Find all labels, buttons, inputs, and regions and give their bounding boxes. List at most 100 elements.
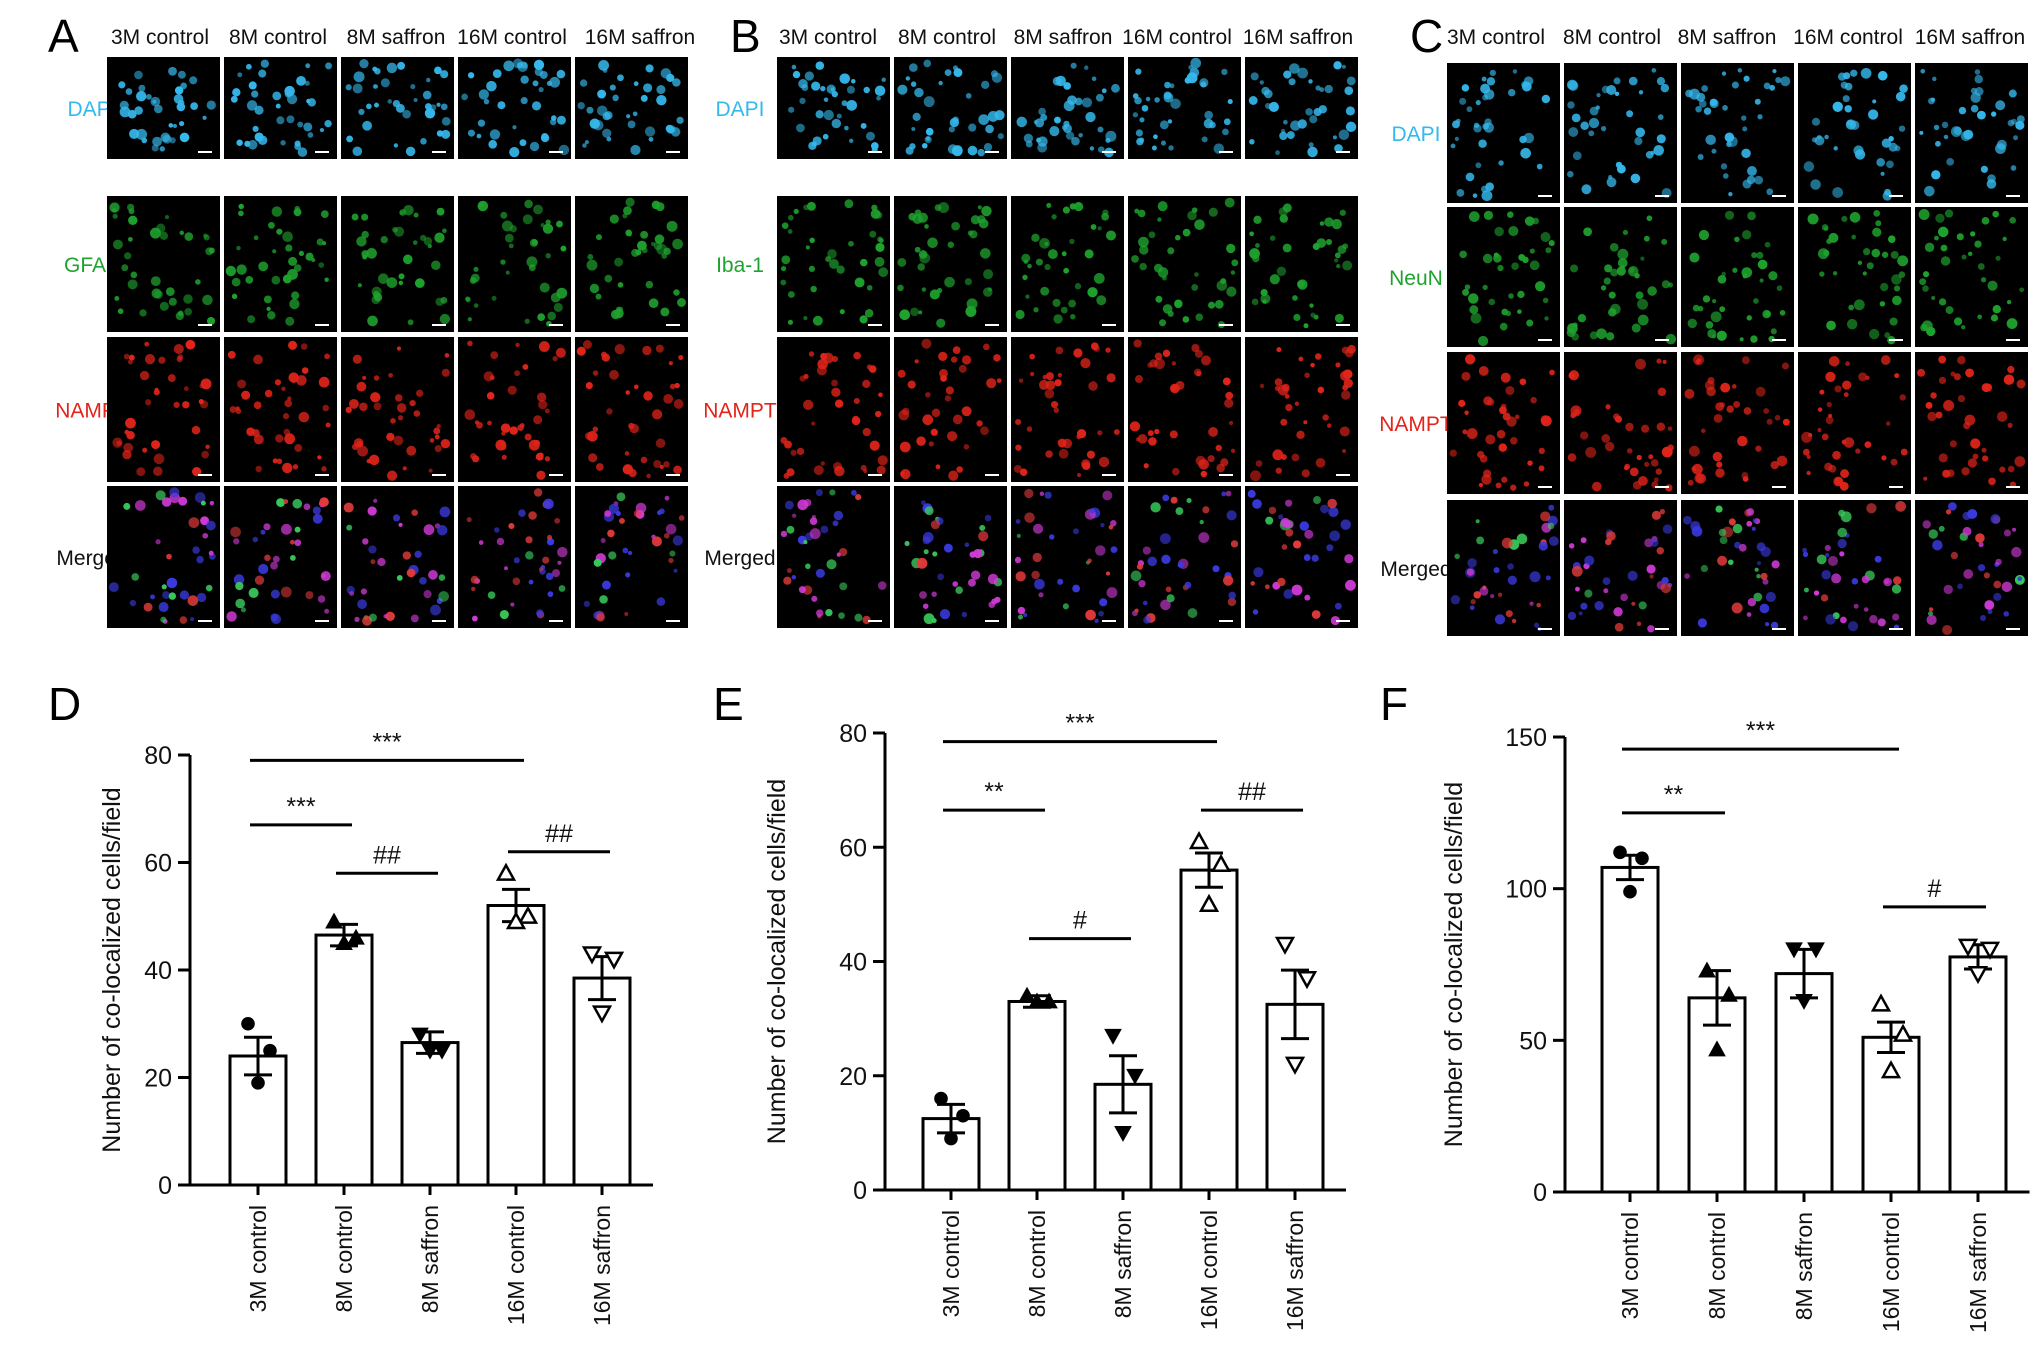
data-point bbox=[1126, 1068, 1144, 1085]
panel-letter: B bbox=[730, 10, 761, 62]
y-tick-label: 40 bbox=[144, 957, 172, 985]
micrograph-tile bbox=[1798, 500, 1911, 636]
micrograph-tile bbox=[575, 337, 688, 482]
x-tick-label: 8M saffron bbox=[1791, 1212, 1817, 1320]
data-point bbox=[1795, 994, 1813, 1010]
column-label: 3M control bbox=[111, 26, 209, 49]
significance-label: ## bbox=[373, 841, 401, 869]
data-point bbox=[1979, 941, 2001, 960]
row-label: NAMPT bbox=[1379, 413, 1453, 436]
x-tick-label: 8M saffron bbox=[1110, 1210, 1136, 1318]
micrograph-tile bbox=[894, 57, 1007, 159]
micrograph-tile bbox=[107, 196, 220, 332]
x-tick-label: 3M control bbox=[245, 1205, 271, 1312]
significance-label: ## bbox=[545, 820, 573, 848]
micrograph-tile bbox=[1447, 207, 1560, 347]
bar bbox=[1687, 996, 1747, 1194]
data-point bbox=[1018, 986, 1036, 1003]
micrograph-tile bbox=[1564, 500, 1677, 636]
micrograph-tile bbox=[1915, 63, 2028, 203]
column-label: 8M saffron bbox=[1678, 26, 1777, 49]
column-label: 8M saffron bbox=[347, 26, 446, 49]
bar bbox=[1948, 955, 2008, 1194]
data-point bbox=[581, 946, 603, 965]
panel-letter: E bbox=[713, 678, 744, 730]
column-label: 8M saffron bbox=[1014, 26, 1113, 49]
data-point bbox=[934, 1091, 948, 1106]
data-point bbox=[1785, 942, 1803, 959]
column-label: 16M control bbox=[1122, 26, 1232, 49]
micrograph-tile bbox=[341, 196, 454, 332]
row-label: DAPI bbox=[715, 98, 764, 121]
data-point bbox=[1284, 1056, 1306, 1075]
x-tick-label: 8M saffron bbox=[417, 1205, 443, 1313]
micrograph-tile bbox=[575, 486, 688, 628]
y-tick-label: 20 bbox=[839, 1063, 867, 1091]
data-point bbox=[1698, 961, 1716, 978]
micrograph-tile bbox=[1447, 352, 1560, 494]
micrograph-tile bbox=[1447, 63, 1560, 203]
y-tick-label: 60 bbox=[144, 850, 172, 878]
micrograph-tile bbox=[1128, 486, 1241, 628]
micrograph-tile bbox=[575, 196, 688, 332]
data-point bbox=[1198, 893, 1220, 913]
micrograph-tile bbox=[224, 57, 337, 159]
y-axis-label: Number of co-localized cells/field bbox=[763, 779, 791, 1144]
panel-letter: A bbox=[48, 10, 79, 62]
micrograph-tile bbox=[1681, 352, 1794, 494]
micrograph-tile bbox=[777, 337, 890, 482]
micrograph-tile bbox=[1798, 352, 1911, 494]
x-tick-label: 16M control bbox=[1878, 1212, 1904, 1332]
row-label: NAMPT bbox=[703, 400, 777, 423]
column-label: 16M control bbox=[457, 26, 567, 49]
micrograph-tile bbox=[1011, 337, 1124, 482]
micrograph-tile bbox=[1915, 352, 2028, 494]
column-label: 16M saffron bbox=[1243, 26, 1354, 49]
data-point bbox=[411, 1027, 429, 1044]
micrograph-tile bbox=[458, 337, 571, 482]
data-point bbox=[421, 1043, 439, 1060]
micrograph-tile bbox=[1128, 196, 1241, 332]
y-tick-label: 60 bbox=[839, 834, 867, 862]
data-point bbox=[944, 1131, 958, 1146]
panel-letter: C bbox=[1410, 10, 1443, 62]
x-tick-label: 8M control bbox=[1024, 1210, 1050, 1317]
micrograph-tile bbox=[894, 196, 1007, 332]
micrograph-tile bbox=[1447, 500, 1560, 636]
micrograph-tile bbox=[341, 57, 454, 159]
micrograph-tile bbox=[1915, 500, 2028, 636]
significance-label: *** bbox=[1746, 717, 1775, 745]
x-tick-label: 3M control bbox=[938, 1210, 964, 1317]
micrograph-tile bbox=[1011, 57, 1124, 159]
bar bbox=[314, 933, 374, 1187]
micrograph-panel-b: B 3M control 8M control 8M saffron 16M contr… bbox=[703, 10, 1358, 628]
y-tick-label: 0 bbox=[1533, 1179, 1547, 1207]
micrograph-tile bbox=[107, 57, 220, 159]
data-point bbox=[1880, 1060, 1902, 1079]
micrograph-tile bbox=[894, 337, 1007, 482]
micrograph-tile bbox=[1011, 486, 1124, 628]
micrograph-tile bbox=[1245, 337, 1358, 482]
y-axis-label: Number of co-localized cells/field bbox=[98, 787, 126, 1152]
micrograph-layer: A 3M control 8M control 8M saffron 16M contr… bbox=[48, 10, 2028, 636]
data-point bbox=[956, 1108, 970, 1123]
row-label: DAPI bbox=[1391, 123, 1440, 146]
data-point bbox=[263, 1043, 277, 1058]
x-tick-label: 16M saffron bbox=[1282, 1210, 1308, 1331]
chart-layer: D 0 20 40 60 80 Number of co-localized cells/f… bbox=[48, 678, 2030, 1333]
data-point bbox=[241, 1016, 255, 1031]
micrograph-tile bbox=[1128, 57, 1241, 159]
data-point bbox=[1870, 993, 1892, 1012]
y-tick-label: 80 bbox=[839, 720, 867, 748]
data-point bbox=[1210, 853, 1232, 873]
column-label: 16M saffron bbox=[585, 26, 696, 49]
column-label: 8M control bbox=[898, 26, 996, 49]
column-label: 3M control bbox=[779, 26, 877, 49]
micrograph-tile bbox=[1564, 352, 1677, 494]
row-label: DAPI bbox=[67, 98, 116, 121]
data-point bbox=[1274, 936, 1296, 955]
data-point bbox=[1188, 830, 1210, 850]
micrograph-panel-a: A 3M control 8M control 8M saffron 16M contr… bbox=[48, 10, 695, 628]
data-point bbox=[1296, 970, 1318, 990]
